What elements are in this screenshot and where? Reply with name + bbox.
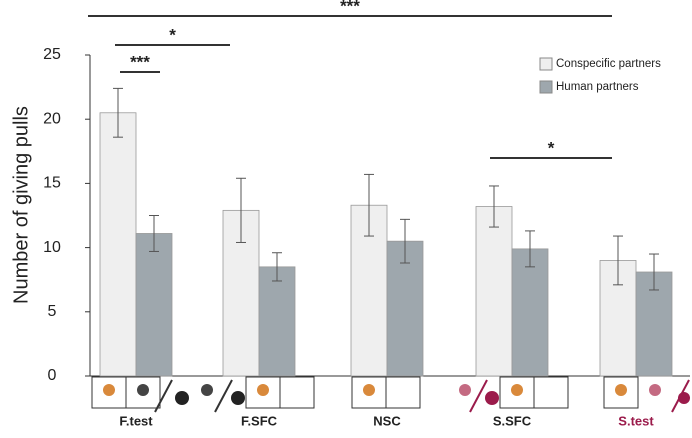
significance-label: * <box>169 25 176 44</box>
x-tick-label: F.SFC <box>241 413 278 428</box>
bar <box>511 248 549 377</box>
significance-label: * <box>548 138 555 157</box>
bar <box>135 233 173 377</box>
x-tick-label: S.SFC <box>493 413 532 428</box>
significance-label: *** <box>340 0 360 15</box>
bar <box>386 240 424 377</box>
x-tick-label: NSC <box>373 413 401 428</box>
x-tick-label: S.test <box>618 413 654 428</box>
x-tick-label: F.test <box>119 413 153 428</box>
y-tick-label: 25 <box>43 46 61 63</box>
significance-label: *** <box>130 52 150 71</box>
condition-icons <box>91 376 690 413</box>
y-tick-label: 10 <box>43 239 61 256</box>
y-tick-label: 5 <box>48 303 57 320</box>
legend-label: Conspecific partners <box>556 58 661 70</box>
y-tick-label: 15 <box>43 175 61 192</box>
legend-swatch <box>539 80 553 94</box>
bar <box>475 206 513 377</box>
legend-label: Human partners <box>556 81 639 93</box>
bar <box>99 112 137 377</box>
y-tick-label: 20 <box>43 110 61 127</box>
y-tick-label: 0 <box>48 367 57 384</box>
legend-swatch <box>539 57 553 71</box>
y-axis-label: Number of giving pulls <box>10 106 32 304</box>
bar <box>258 266 296 377</box>
